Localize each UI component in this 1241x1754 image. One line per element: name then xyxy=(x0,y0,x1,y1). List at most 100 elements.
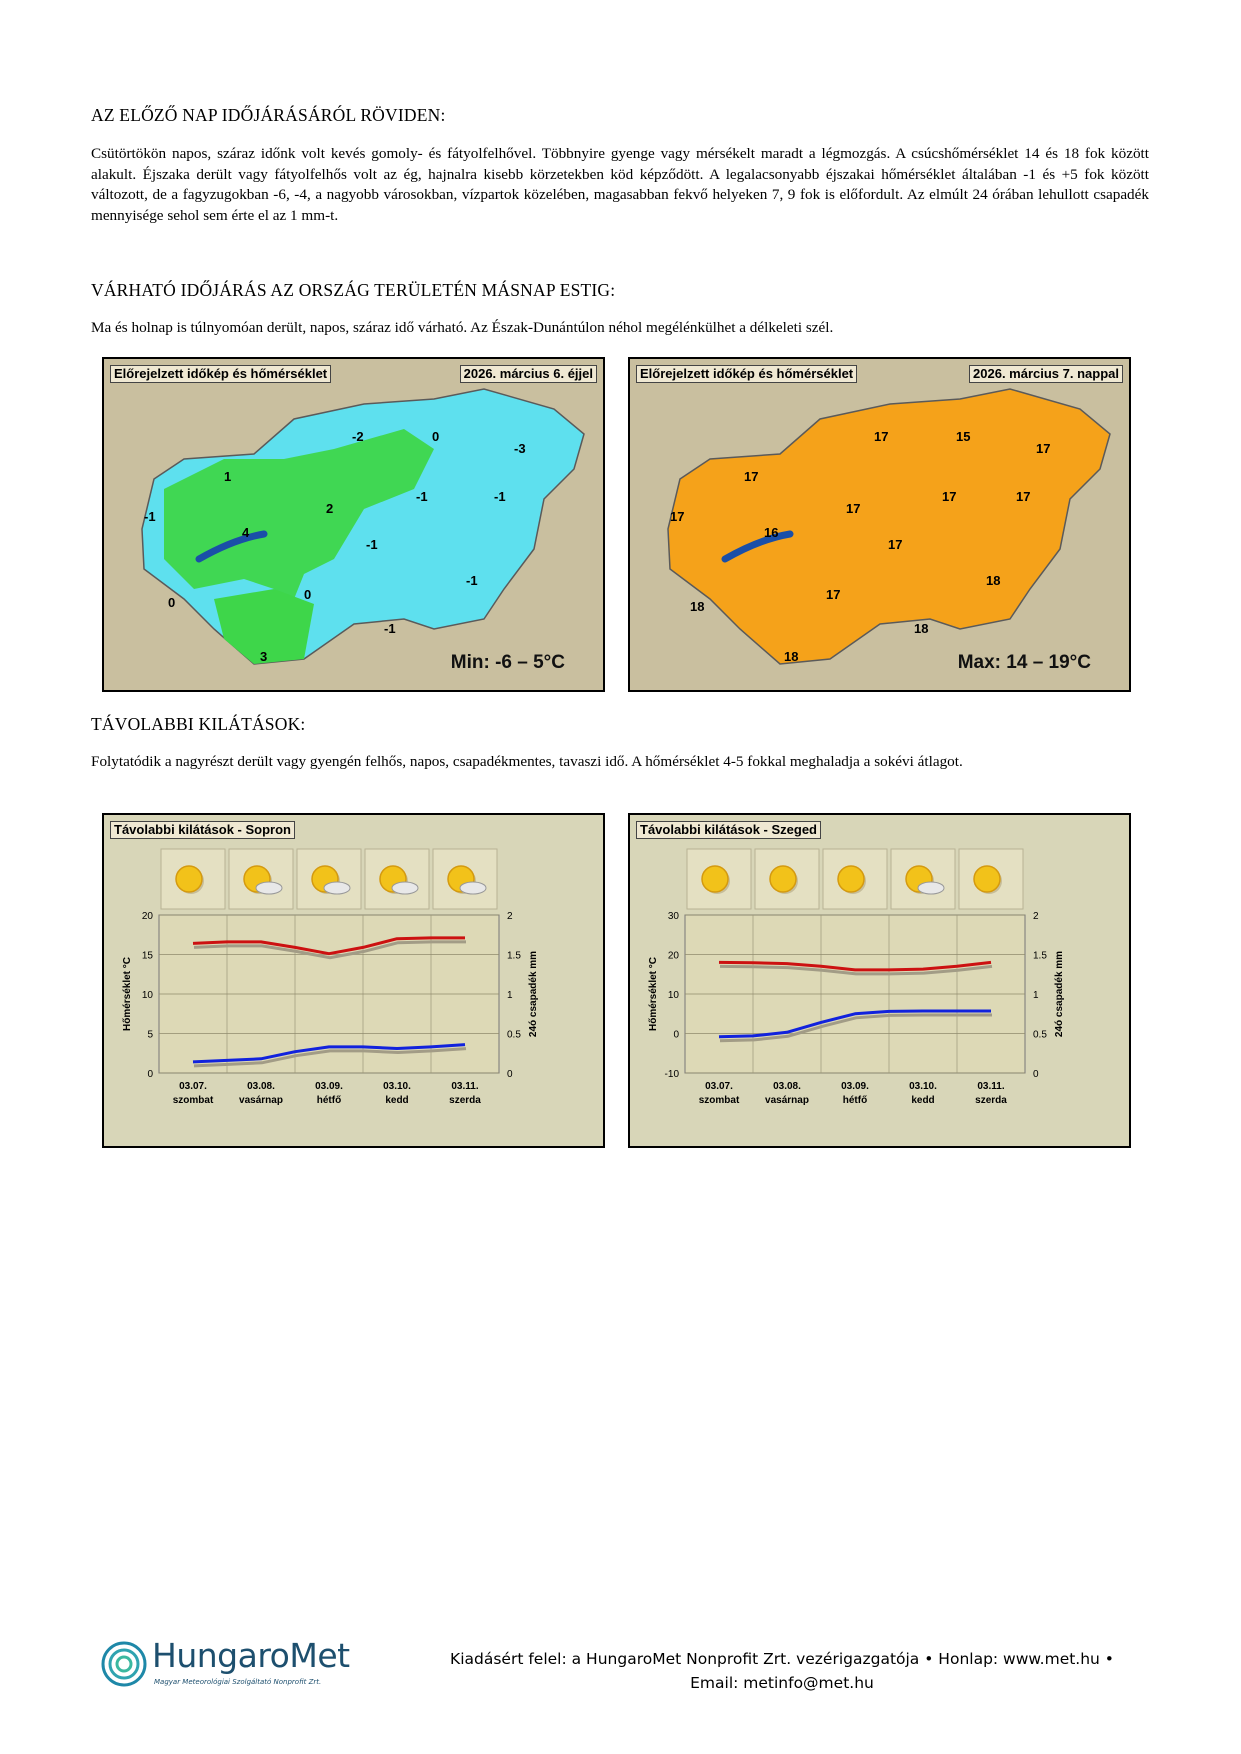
x-day-label: vasárnap xyxy=(239,1095,283,1106)
y-axis-label: Hőmérséklet °C xyxy=(122,957,133,1031)
map-temp: -3 xyxy=(514,441,526,456)
section-heading-previous-day: AZ ELŐZŐ NAP IDŐJÁRÁSÁRÓL RÖVIDEN: xyxy=(91,105,446,125)
series-shadow xyxy=(193,1047,467,1068)
sun-icon xyxy=(701,865,729,893)
map-temp: -1 xyxy=(384,621,396,636)
series-shadow xyxy=(193,940,466,960)
map-night-date: 2026. március 6. éjjel xyxy=(459,365,597,383)
outlook-chart-sopron: Távolabbi kilátások - Sopron 0 0 5 0.5 10 1 15… xyxy=(102,813,605,1148)
x-day-label: kedd xyxy=(385,1095,408,1106)
map-temp: 16 xyxy=(764,525,779,540)
x-tick-label: 03.08. xyxy=(773,1081,801,1092)
min-temp-line xyxy=(718,1009,991,1039)
cloud-icon xyxy=(917,881,945,895)
map-temp: 18 xyxy=(784,649,799,664)
x-day-label: szerda xyxy=(449,1095,481,1106)
sun-icon xyxy=(837,865,865,893)
map-temp: -1 xyxy=(366,537,378,552)
x-tick-label: 03.09. xyxy=(841,1081,869,1092)
y2-tick-label: 1 xyxy=(507,990,513,1001)
series-shadow xyxy=(719,1013,992,1043)
y2-tick-label: 1.5 xyxy=(1033,951,1047,962)
hungaromet-logo: HungaroMet Magyar Meteorológiai Szolgált… xyxy=(100,1636,360,1698)
map-temp: 18 xyxy=(986,573,1001,588)
map-day-range: Max: 14 – 19°C xyxy=(957,652,1091,673)
map-temp: 18 xyxy=(690,599,705,614)
max-temp-line xyxy=(718,960,992,972)
x-tick-label: 03.10. xyxy=(909,1081,937,1092)
y2-tick-label: 0.5 xyxy=(507,1030,521,1041)
map-temp: -1 xyxy=(416,489,428,504)
x-tick-label: 03.11. xyxy=(451,1081,478,1092)
chart-szeged-svg: -10 0 0 0.5 10 1 20 1.5 30 2 Hőmérséklet °C 24ó csa… xyxy=(648,848,1065,1106)
outlook-chart-szeged: Távolabbi kilátások - Szeged -10 0 0 0.5 10 1… xyxy=(628,813,1131,1148)
y-axis-label: Hőmérséklet °C xyxy=(648,957,659,1031)
x-day-label: hétfő xyxy=(843,1095,867,1106)
chart-sopron-title: Távolabbi kilátások - Sopron xyxy=(110,821,295,839)
x-day-label: szombat xyxy=(699,1095,740,1106)
forecast-map-night: Előrejelzett időkép és hőmérséklet 2026.… xyxy=(102,357,605,692)
y2-tick-label: 0.5 xyxy=(1033,1030,1047,1041)
y-tick-label: 0 xyxy=(147,1069,153,1080)
y-tick-label: 15 xyxy=(142,951,154,962)
y-tick-label: 5 xyxy=(147,1030,153,1041)
y-tick-label: -10 xyxy=(665,1069,680,1080)
map-temp: 1 xyxy=(224,469,232,484)
footer-line-1: Kiadásért felel: a HungaroMet Nonprofit … xyxy=(450,1650,1114,1668)
forecast-map-day: Előrejelzett időkép és hőmérséklet 2026.… xyxy=(628,357,1131,692)
y2-axis-label: 24ó csapadék mm xyxy=(528,951,539,1037)
sun-icon xyxy=(175,865,203,893)
y-tick-label: 0 xyxy=(673,1030,679,1041)
x-tick-label: 03.08. xyxy=(247,1081,275,1092)
map-temp: -1 xyxy=(466,573,478,588)
map-temp: -2 xyxy=(352,429,364,444)
y-tick-label: 20 xyxy=(142,911,154,922)
map-night-title: Előrejelzett időkép és hőmérséklet xyxy=(110,365,332,383)
x-tick-label: 03.07. xyxy=(179,1081,207,1092)
outlook-text: Folytatódik a nagyrészt derült vagy gyen… xyxy=(91,753,963,770)
map-temp: -1 xyxy=(144,509,156,524)
map-temp: 3 xyxy=(260,649,268,664)
previous-day-text: Csütörtökön napos, száraz időnk volt kev… xyxy=(91,145,1149,224)
map-temp: 0 xyxy=(304,587,312,602)
cloud-icon xyxy=(459,881,487,895)
icon-cell xyxy=(822,848,888,910)
map-temp: 18 xyxy=(914,621,929,636)
x-day-label: szerda xyxy=(975,1095,1007,1106)
forecast-text: Ma és holnap is túlnyomóan derült, napos… xyxy=(91,319,834,336)
section-heading-outlook: TÁVOLABBI KILÁTÁSOK: xyxy=(91,714,306,734)
cloud-icon xyxy=(323,881,351,895)
y2-tick-label: 2 xyxy=(1033,911,1039,922)
section-heading-forecast: VÁRHATÓ IDŐJÁRÁS AZ ORSZÁG TERÜLETÉN MÁS… xyxy=(91,280,616,300)
min-temp-line xyxy=(192,1043,466,1064)
x-day-label: kedd xyxy=(911,1095,934,1106)
sun-icon xyxy=(973,865,1001,893)
y-tick-label: 10 xyxy=(142,990,154,1001)
chart-sopron-svg: 0 0 5 0.5 10 1 15 1.5 20 2 Hőmérséklet °C 24ó csapa… xyxy=(122,848,539,1106)
map-temp: 17 xyxy=(826,587,841,602)
y2-tick-label: 2 xyxy=(507,911,513,922)
map-day-graphic xyxy=(630,359,1129,690)
x-tick-label: 03.09. xyxy=(315,1081,343,1092)
cloud-icon xyxy=(391,881,419,895)
y2-tick-label: 1 xyxy=(1033,990,1039,1001)
map-temp: 17 xyxy=(1016,489,1031,504)
map-temp: 2 xyxy=(326,501,334,516)
chart-szeged-title: Távolabbi kilátások - Szeged xyxy=(636,821,821,839)
map-night-range: Min: -6 – 5°C xyxy=(450,652,565,673)
x-tick-label: 03.07. xyxy=(705,1081,733,1092)
y-tick-label: 30 xyxy=(668,911,680,922)
y-tick-label: 20 xyxy=(668,951,680,962)
map-temp: -1 xyxy=(494,489,506,504)
map-day-date: 2026. március 7. nappal xyxy=(969,365,1123,383)
map-temp: 0 xyxy=(432,429,440,444)
logo-name: HungaroMet xyxy=(152,1636,350,1675)
map-temp: 17 xyxy=(846,501,861,516)
cloud-icon xyxy=(255,881,283,895)
y2-tick-label: 0 xyxy=(507,1069,513,1080)
y2-tick-label: 1.5 xyxy=(507,951,521,962)
series-shadow xyxy=(719,964,993,976)
x-tick-label: 03.11. xyxy=(977,1081,1004,1092)
sun-icon xyxy=(769,865,797,893)
footer: Kiadásért felel: a HungaroMet Nonprofit … xyxy=(402,1647,1162,1695)
